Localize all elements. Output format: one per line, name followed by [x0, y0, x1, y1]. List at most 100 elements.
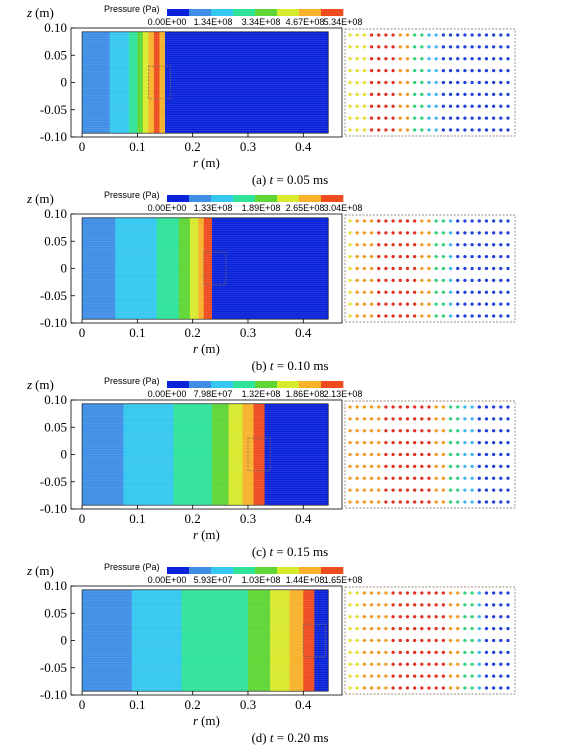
particle-dot — [499, 278, 503, 282]
x-tick-label: 0.2 — [185, 139, 201, 154]
particle-dot — [377, 104, 381, 108]
particle-dot — [355, 615, 359, 619]
r-axis-var: r — [193, 155, 199, 170]
particle-dot — [506, 314, 510, 318]
particle-dot — [384, 429, 388, 433]
particle-dot — [427, 69, 431, 73]
particle-dot — [355, 266, 359, 271]
particle-dot — [413, 405, 417, 409]
x-tick-label: 0.3 — [240, 697, 256, 712]
particle-dot — [391, 650, 395, 654]
colorbar-swatch — [167, 567, 190, 574]
colorbar-swatch — [321, 567, 344, 574]
particle-dot — [484, 429, 489, 433]
particle-dot — [463, 405, 467, 409]
colorbar-swatch — [299, 567, 322, 574]
particle-dot — [362, 591, 366, 595]
particle-dot — [355, 57, 359, 61]
particle-dot — [499, 686, 503, 690]
particle-dot — [477, 128, 481, 132]
particle-dot — [506, 231, 510, 235]
particle-dot — [506, 476, 510, 480]
particle-dot — [484, 57, 489, 61]
particle-dot — [470, 290, 474, 294]
particle-dot — [420, 92, 424, 96]
particle-dot — [398, 500, 402, 504]
colorbar-swatch — [189, 567, 212, 574]
particle-dot — [413, 603, 417, 607]
particle-dot — [427, 429, 431, 433]
z-axis-unit: (m) — [35, 5, 54, 20]
particle-dot — [441, 33, 445, 37]
particle-dot — [456, 452, 460, 457]
particle-dot — [477, 290, 481, 294]
particle-dot — [484, 33, 489, 37]
particle-dot — [362, 638, 366, 643]
particle-dot — [405, 33, 410, 37]
r-axis-unit: (m) — [201, 155, 220, 170]
particle-dot — [477, 686, 481, 690]
particle-dot — [484, 603, 489, 607]
colorbar-swatch — [299, 9, 322, 16]
particle-dot — [427, 116, 431, 120]
particle-dot — [484, 266, 489, 271]
colorbar-swatch — [211, 381, 234, 388]
particle-dot — [413, 302, 417, 306]
particle-dot — [499, 69, 503, 73]
particle-dot — [434, 128, 438, 132]
particle-dot — [441, 278, 445, 282]
particle-dot — [362, 231, 366, 235]
particle-dot — [470, 57, 474, 61]
particle-dot — [434, 500, 438, 504]
particle-dot — [456, 302, 460, 306]
particle-dot — [420, 429, 424, 433]
particle-dot — [463, 650, 467, 654]
particle-dot — [441, 302, 445, 306]
particle-dot — [499, 128, 503, 132]
particle-dot — [369, 302, 374, 306]
particle-dot — [456, 255, 460, 259]
particle-dot — [413, 674, 417, 678]
particle-dot — [384, 69, 388, 73]
particle-dot — [398, 278, 402, 282]
particle-dot — [377, 219, 381, 223]
particle-dot — [470, 243, 474, 247]
particle-dot — [463, 92, 467, 96]
particle-dot — [348, 302, 352, 306]
particle-dot — [369, 650, 374, 654]
particle-dot — [484, 488, 489, 492]
particle-dot — [377, 429, 381, 433]
particle-dot — [377, 638, 381, 643]
particle-dot — [391, 219, 395, 223]
pressure-band — [178, 217, 191, 320]
particle-dot — [355, 476, 359, 480]
particle-dot — [448, 57, 453, 61]
particle-dot — [434, 290, 438, 294]
particle-dot — [448, 627, 453, 631]
particle-dot — [398, 219, 402, 223]
particle-dot — [506, 591, 510, 595]
particle-dot — [463, 476, 467, 480]
particle-dot — [484, 441, 489, 445]
mesh-lines — [82, 591, 329, 692]
y-tick-label: -0.10 — [40, 129, 67, 144]
particle-dot — [434, 615, 438, 619]
particle-dot — [463, 243, 467, 247]
x-tick-label: 0.4 — [295, 697, 312, 712]
zoom-box — [148, 65, 171, 100]
particle-dot — [484, 417, 489, 421]
pressure-band — [247, 589, 271, 692]
particle-dot — [463, 638, 467, 643]
particle-dot — [456, 603, 460, 607]
particle-dot — [377, 603, 381, 607]
particle-dot — [369, 591, 374, 595]
particle-dot — [484, 69, 489, 73]
particle-dot — [434, 57, 438, 61]
particle-dot — [377, 116, 381, 120]
colorbar-title: Pressure (Pa) — [104, 562, 160, 572]
particle-dot — [391, 638, 395, 643]
particle-dot — [413, 650, 417, 654]
y-tick-label: 0.10 — [44, 20, 67, 35]
particle-dot — [506, 266, 510, 271]
particle-dot — [405, 464, 410, 468]
